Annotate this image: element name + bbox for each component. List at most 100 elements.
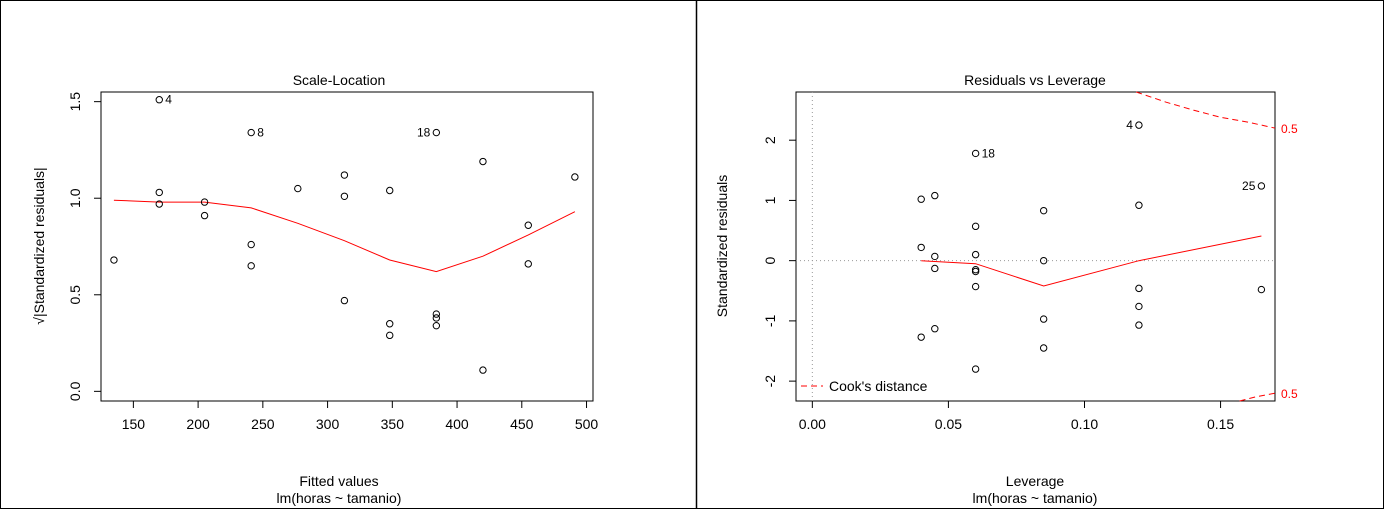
point-id-label: 4 (165, 93, 172, 107)
x-axis-label: Fitted values (299, 473, 378, 489)
plot-title: Scale-Location (293, 72, 386, 88)
scale-location-panel: Scale-Location Fitted values lm(horas ~ … (31, 72, 598, 506)
data-point (110, 256, 118, 264)
x-tick-label: 500 (575, 416, 599, 432)
data-point (931, 191, 939, 200)
point-id-label: 18 (417, 126, 431, 140)
smoother-line (113, 199, 576, 273)
data-point (1135, 302, 1143, 311)
data-point (917, 243, 925, 252)
data-point (479, 366, 487, 374)
x-tick-label: 450 (510, 416, 534, 432)
y-tick-label: 1.5 (67, 92, 83, 112)
data-point (247, 128, 255, 137)
cooks-distance-legend: Cook's distance (801, 378, 928, 394)
cooks-contour-lower (1239, 392, 1276, 402)
data-point (931, 252, 939, 261)
data-point (294, 184, 302, 193)
data-point (524, 221, 532, 229)
data-point (1135, 201, 1143, 209)
y-axis-ticks: -2 -1 0 1 2 (762, 136, 796, 387)
data-point (931, 325, 939, 333)
x-axis-subtitle: lm(horas ~ tamanio) (973, 490, 1098, 506)
data-point (247, 240, 255, 249)
plot-box (795, 91, 1276, 402)
cooks-contour-label-upper: 0.5 (1281, 122, 1298, 136)
data-point (386, 186, 394, 195)
x-tick-label: 0.05 (935, 416, 962, 432)
data-point (1135, 284, 1143, 293)
x-axis-ticks: 150 200 250 300 350 400 450 500 (122, 401, 599, 432)
data-point (971, 222, 980, 231)
x-axis-subtitle: lm(horas ~ tamanio) (277, 490, 402, 506)
y-tick-label: 0.0 (67, 381, 83, 401)
data-point (340, 171, 349, 179)
data-point (432, 310, 441, 318)
data-point (432, 321, 441, 330)
residuals-leverage-panel: Residuals vs Leverage Leverage lm(horas … (714, 72, 1298, 506)
cooks-contour-label-lower: 0.5 (1281, 387, 1298, 401)
data-point (917, 333, 925, 341)
data-point (386, 320, 394, 328)
data-point (1039, 315, 1048, 323)
data-point (971, 149, 980, 158)
y-tick-label: 1.0 (67, 188, 83, 208)
data-point (200, 211, 209, 220)
cooks-contour-upper (1136, 91, 1276, 129)
data-point (432, 128, 441, 137)
data-point (155, 96, 163, 104)
data-point (1039, 206, 1048, 215)
data-point (571, 173, 579, 181)
y-tick-label: 0.5 (67, 285, 83, 305)
data-point (917, 195, 925, 203)
data-point (200, 198, 209, 206)
data-point (1135, 121, 1143, 129)
legend-label: Cook's distance (829, 378, 928, 394)
x-tick-label: 0.10 (1071, 416, 1098, 432)
point-id-label: 18 (982, 146, 996, 160)
x-tick-label: 300 (316, 416, 340, 432)
data-point (1257, 182, 1266, 190)
x-tick-label: 250 (251, 416, 275, 432)
plot-title: Residuals vs Leverage (964, 72, 1106, 88)
data-point (971, 250, 980, 259)
data-point (155, 200, 163, 208)
y-tick-label: -2 (762, 375, 778, 388)
y-tick-label: -1 (762, 314, 778, 327)
data-point (340, 192, 349, 200)
data-point (971, 365, 980, 373)
x-tick-label: 0.15 (1207, 416, 1234, 432)
y-axis-ticks: 0.0 0.5 1.0 1.5 (67, 92, 101, 401)
x-tick-label: 200 (186, 416, 210, 432)
data-point (1135, 321, 1143, 329)
data-point (1039, 256, 1048, 265)
data-point (386, 331, 394, 340)
data-point (432, 314, 441, 322)
data-point (524, 260, 532, 268)
data-point (1257, 285, 1266, 294)
point-id-label: 25 (1242, 179, 1256, 193)
data-point (931, 264, 939, 273)
x-tick-label: 150 (122, 416, 146, 432)
x-tick-label: 0.00 (799, 416, 826, 432)
smoother-line-layer (113, 199, 576, 273)
y-axis-label: Standardized residuals (714, 175, 730, 317)
x-tick-label: 400 (445, 416, 469, 432)
point-id-label: 8 (257, 126, 264, 140)
x-axis-label: Leverage (1006, 473, 1065, 489)
y-tick-label: 2 (762, 136, 778, 144)
y-axis-label: √|Standardized residuals| (31, 167, 47, 324)
data-point (971, 267, 980, 276)
smoother-line (921, 235, 1262, 287)
x-tick-label: 350 (381, 416, 405, 432)
y-tick-label: 1 (762, 196, 778, 204)
data-point (1039, 344, 1048, 352)
data-point (340, 296, 349, 305)
data-point (971, 282, 980, 291)
point-id-label: 4 (1126, 118, 1133, 132)
data-points-layer: 4 8 18 (110, 93, 579, 374)
smoother-line-layer (921, 235, 1262, 287)
data-point (155, 188, 163, 197)
